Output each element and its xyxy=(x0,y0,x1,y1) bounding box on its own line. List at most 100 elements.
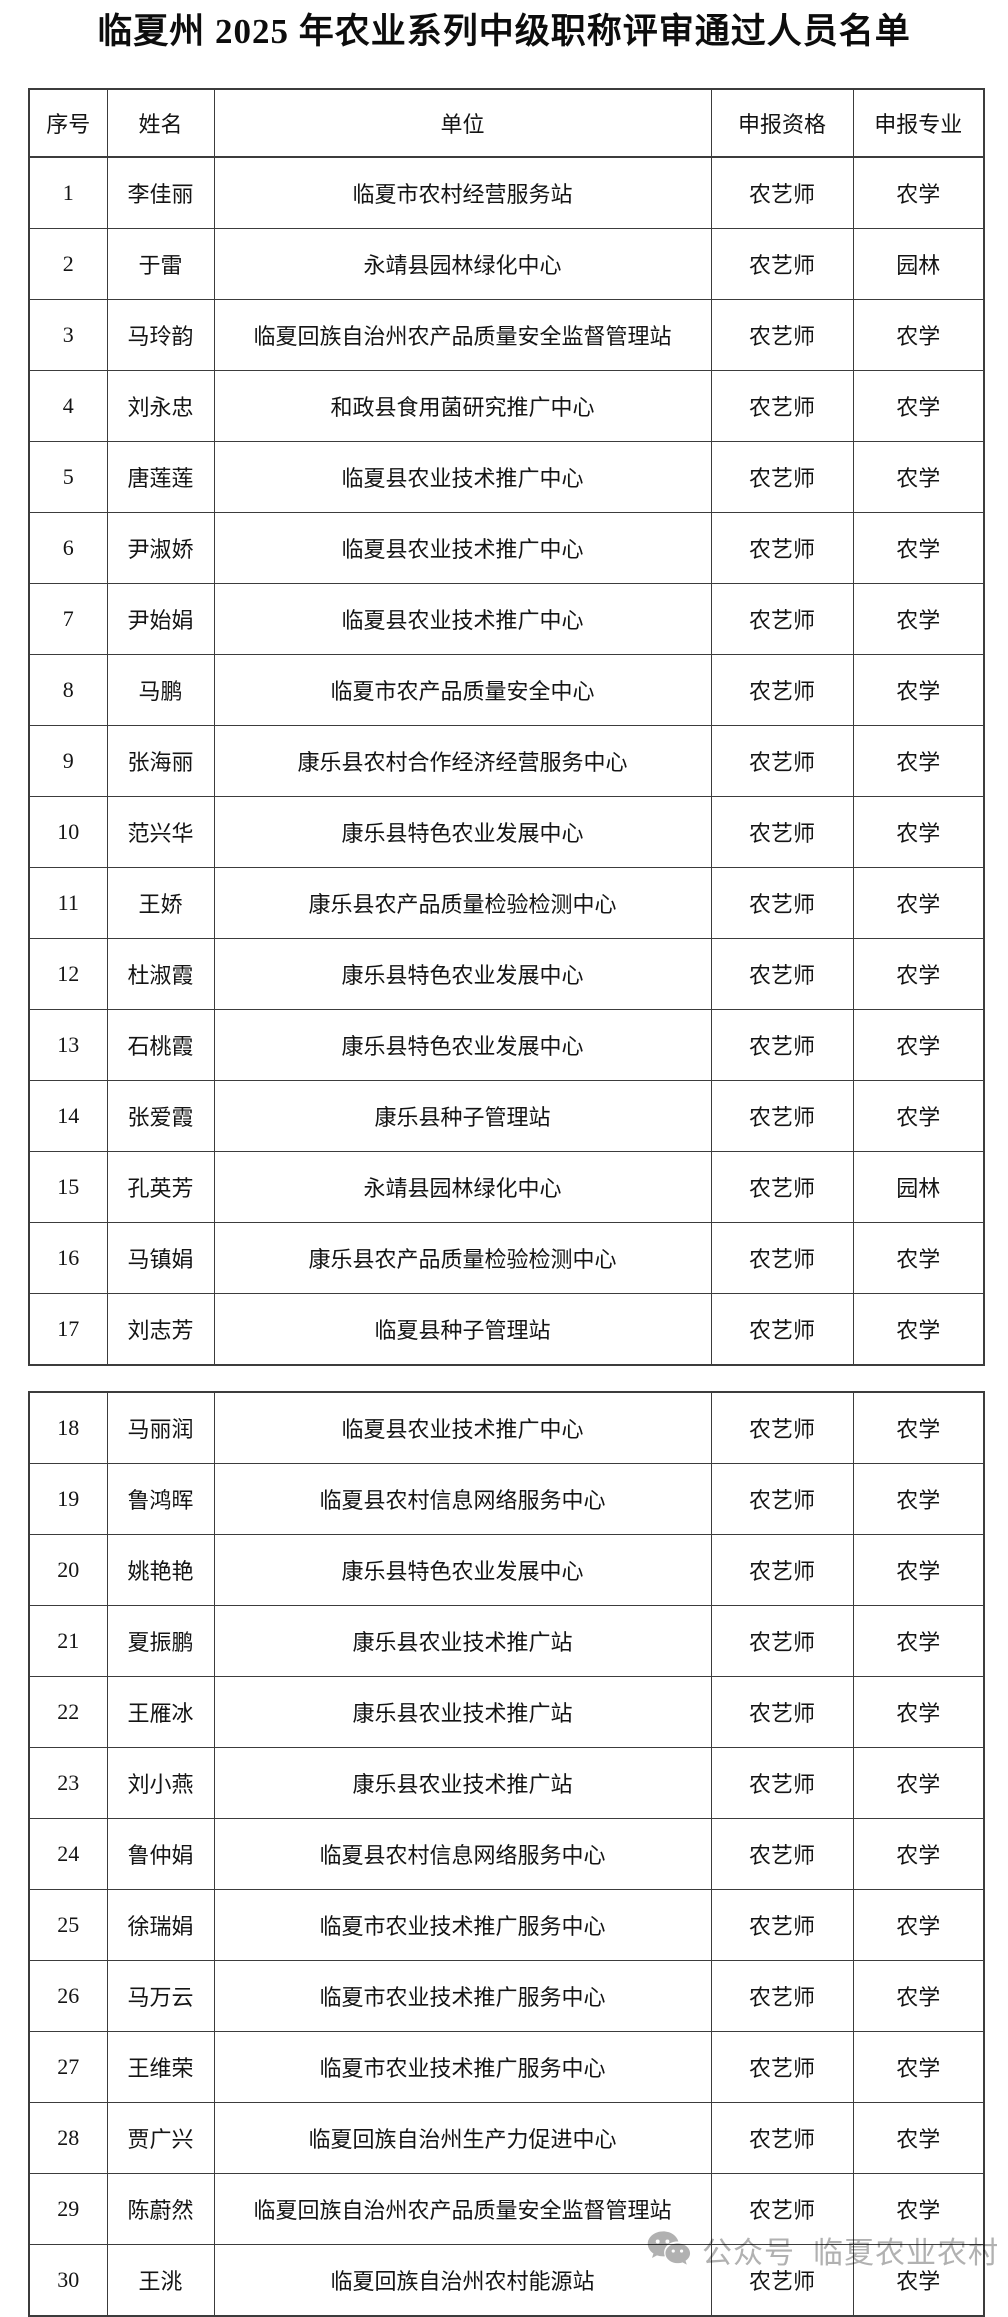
table-row: 27 王维荣 临夏市农业技术推广服务中心 农艺师 农学 xyxy=(28,2030,985,2103)
cell-qualification: 农艺师 xyxy=(710,440,854,513)
cell-unit: 临夏县农村信息网络服务中心 xyxy=(213,1462,712,1535)
cell-unit: 临夏县农业技术推广中心 xyxy=(213,1391,712,1464)
cell-qualification: 农艺师 xyxy=(710,2101,854,2174)
cell-major: 农学 xyxy=(852,1221,985,1294)
cell-seq: 6 xyxy=(28,511,108,584)
cell-major: 园林 xyxy=(852,1150,985,1223)
cell-major: 农学 xyxy=(852,866,985,939)
table-row: 6 尹淑娇 临夏县农业技术推广中心 农艺师 农学 xyxy=(28,511,985,584)
cell-major: 园林 xyxy=(852,227,985,300)
table-row: 21 夏振鹏 康乐县农业技术推广站 农艺师 农学 xyxy=(28,1604,985,1677)
cell-qualification: 农艺师 xyxy=(710,156,854,229)
cell-seq: 18 xyxy=(28,1391,108,1464)
cell-unit: 康乐县农业技术推广站 xyxy=(213,1746,712,1819)
table-row: 8 马鹏 临夏市农产品质量安全中心 农艺师 农学 xyxy=(28,653,985,726)
cell-seq: 26 xyxy=(28,1959,108,2032)
cell-unit: 康乐县特色农业发展中心 xyxy=(213,795,712,868)
cell-major: 农学 xyxy=(852,1959,985,2032)
cell-seq: 21 xyxy=(28,1604,108,1677)
table-row: 10 范兴华 康乐县特色农业发展中心 农艺师 农学 xyxy=(28,795,985,868)
cell-seq: 25 xyxy=(28,1888,108,1961)
wechat-watermark: 公众号 临夏农业农村 xyxy=(646,2228,999,2272)
cell-seq: 17 xyxy=(28,1292,108,1366)
cell-major: 农学 xyxy=(852,1533,985,1606)
cell-seq: 10 xyxy=(28,795,108,868)
cell-seq: 12 xyxy=(28,937,108,1010)
cell-name: 王娇 xyxy=(106,866,215,939)
table-row: 15 孔英芳 永靖县园林绿化中心 农艺师 园林 xyxy=(28,1150,985,1223)
cell-seq: 4 xyxy=(28,369,108,442)
roster-table-part1: 序号 姓名 单位 申报资格 申报专业 1 李佳丽 临夏市农村经营服务站 农艺师 农学 2 于雷 永靖县… xyxy=(28,87,985,1366)
table-row: 16 马镇娟 康乐县农产品质量检验检测中心 农艺师 农学 xyxy=(28,1221,985,1294)
cell-unit: 康乐县特色农业发展中心 xyxy=(213,937,712,1010)
column-header: 姓名 xyxy=(106,88,215,158)
cell-qualification: 农艺师 xyxy=(710,937,854,1010)
cell-qualification: 农艺师 xyxy=(710,1888,854,1961)
cell-unit: 康乐县农村合作经济经营服务中心 xyxy=(213,724,712,797)
cell-unit: 康乐县农业技术推广站 xyxy=(213,1675,712,1748)
cell-major: 农学 xyxy=(852,2101,985,2174)
cell-unit: 临夏市农产品质量安全中心 xyxy=(213,653,712,726)
cell-unit: 临夏市农业技术推广服务中心 xyxy=(213,1959,712,2032)
column-header: 申报专业 xyxy=(852,88,985,158)
table-row: 13 石桃霞 康乐县特色农业发展中心 农艺师 农学 xyxy=(28,1008,985,1081)
cell-qualification: 农艺师 xyxy=(710,511,854,584)
table-row: 20 姚艳艳 康乐县特色农业发展中心 农艺师 农学 xyxy=(28,1533,985,1606)
table-row: 12 杜淑霞 康乐县特色农业发展中心 农艺师 农学 xyxy=(28,937,985,1010)
cell-unit: 临夏市农村经营服务站 xyxy=(213,156,712,229)
cell-major: 农学 xyxy=(852,1746,985,1819)
cell-seq: 20 xyxy=(28,1533,108,1606)
table-row: 2 于雷 永靖县园林绿化中心 农艺师 园林 xyxy=(28,227,985,300)
table-body-part2: 18 马丽润 临夏县农业技术推广中心 农艺师 农学 19 鲁鸿晖 临夏县农村信息网络服务中心农… xyxy=(28,1391,985,2317)
cell-qualification: 农艺师 xyxy=(710,1221,854,1294)
cell-name: 马玲韵 xyxy=(106,298,215,371)
cell-name: 石桃霞 xyxy=(106,1008,215,1081)
cell-major: 农学 xyxy=(852,1817,985,1890)
table-row: 29 陈蔚然 临夏回族自治州农产品质量安全监督管理站 农艺师 农学 xyxy=(28,2172,985,2245)
cell-unit: 临夏回族自治州生产力促进中心 xyxy=(213,2101,712,2174)
cell-seq: 3 xyxy=(28,298,108,371)
cell-major: 农学 xyxy=(852,1292,985,1366)
table-row: 28 贾广兴 临夏回族自治州生产力促进中心 农艺师 农学 xyxy=(28,2101,985,2174)
cell-qualification: 农艺师 xyxy=(710,653,854,726)
cell-unit: 和政县食用菌研究推广中心 xyxy=(213,369,712,442)
table-header-row: 序号 姓名 单位 申报资格 申报专业 xyxy=(28,88,985,158)
cell-qualification: 农艺师 xyxy=(710,1746,854,1819)
cell-qualification: 农艺师 xyxy=(710,1079,854,1152)
cell-qualification: 农艺师 xyxy=(710,724,854,797)
table-body-part1: 1 李佳丽 临夏市农村经营服务站 农艺师 农学 2 于雷 永靖县园林绿化中心 农艺师 园林 3 马玲韵… xyxy=(28,156,985,1366)
table-row: 14 张爱霞 康乐县种子管理站 农艺师 农学 xyxy=(28,1079,985,1152)
table-row: 17 刘志芳 临夏县种子管理站 农艺师 农学 xyxy=(28,1292,985,1366)
cell-name: 马镇娟 xyxy=(106,1221,215,1294)
cell-major: 农学 xyxy=(852,1462,985,1535)
cell-major: 农学 xyxy=(852,156,985,229)
cell-major: 农学 xyxy=(852,1888,985,1961)
cell-seq: 29 xyxy=(28,2172,108,2245)
cell-name: 尹淑娇 xyxy=(106,511,215,584)
table-row: 4 刘永忠 和政县食用菌研究推广中心 农艺师 农学 xyxy=(28,369,985,442)
cell-unit: 永靖县园林绿化中心 xyxy=(213,1150,712,1223)
table-row: 22 王雁冰 康乐县农业技术推广站 农艺师 农学 xyxy=(28,1675,985,1748)
roster-table-part2: 18 马丽润 临夏县农业技术推广中心 农艺师 农学 19 鲁鸿晖 临夏县农村信息网络服务中心农… xyxy=(28,1390,985,2317)
cell-qualification: 农艺师 xyxy=(710,1675,854,1748)
cell-seq: 2 xyxy=(28,227,108,300)
cell-qualification: 农艺师 xyxy=(710,866,854,939)
table-row: 7 尹始娟 临夏县农业技术推广中心 农艺师 农学 xyxy=(28,582,985,655)
cell-major: 农学 xyxy=(852,298,985,371)
cell-name: 范兴华 xyxy=(106,795,215,868)
cell-name: 马鹏 xyxy=(106,653,215,726)
cell-qualification: 农艺师 xyxy=(710,1008,854,1081)
cell-seq: 8 xyxy=(28,653,108,726)
cell-seq: 24 xyxy=(28,1817,108,1890)
table-row: 5 唐莲莲 临夏县农业技术推广中心 农艺师 农学 xyxy=(28,440,985,513)
table-row: 23 刘小燕 康乐县农业技术推广站 农艺师 农学 xyxy=(28,1746,985,1819)
cell-major: 农学 xyxy=(852,653,985,726)
table-row: 18 马丽润 临夏县农业技术推广中心 农艺师 农学 xyxy=(28,1391,985,1464)
cell-major: 农学 xyxy=(852,511,985,584)
table-row: 9 张海丽 康乐县农村合作经济经营服务中心 农艺师 农学 xyxy=(28,724,985,797)
cell-unit: 临夏县农村信息网络服务中心 xyxy=(213,1817,712,1890)
cell-qualification: 农艺师 xyxy=(710,1150,854,1223)
cell-seq: 19 xyxy=(28,1462,108,1535)
cell-major: 农学 xyxy=(852,1604,985,1677)
cell-seq: 5 xyxy=(28,440,108,513)
